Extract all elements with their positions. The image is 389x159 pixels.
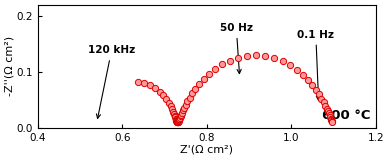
Y-axis label: -Z''(Ω cm²): -Z''(Ω cm²): [5, 36, 15, 97]
Text: 0.1 Hz: 0.1 Hz: [297, 30, 334, 100]
X-axis label: Z'(Ω cm²): Z'(Ω cm²): [180, 144, 233, 154]
Text: 600 °C: 600 °C: [322, 109, 371, 122]
Text: 120 kHz: 120 kHz: [88, 45, 135, 118]
Text: 50 Hz: 50 Hz: [220, 23, 253, 74]
